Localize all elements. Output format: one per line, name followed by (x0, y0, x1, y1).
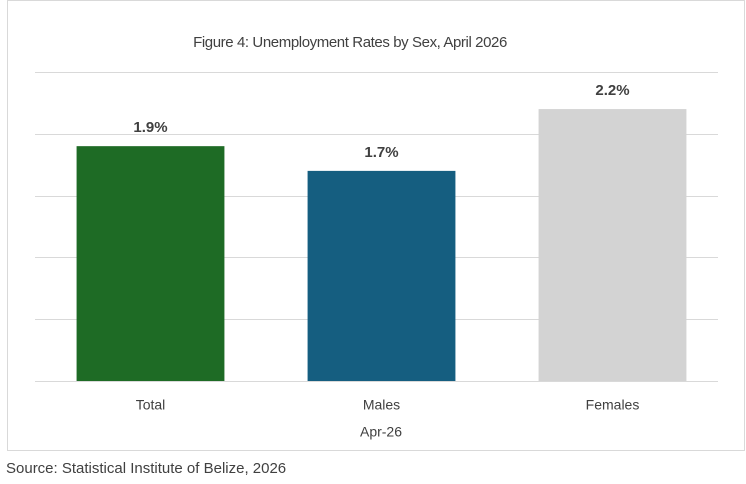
data-label: 1.9% (133, 119, 167, 136)
x-tick-label: Males (363, 397, 400, 413)
x-axis-label: Apr-26 (360, 424, 402, 440)
source-note: Source: Statistical Institute of Belize,… (6, 460, 286, 477)
x-tick-label: Total (136, 397, 166, 413)
bar (538, 109, 687, 381)
chart-title: Figure 4: Unemployment Rates by Sex, Apr… (193, 34, 507, 51)
x-tick-label: Females (586, 397, 640, 413)
bar (307, 170, 456, 381)
data-label: 1.7% (364, 144, 398, 161)
bar (76, 146, 225, 381)
data-label: 2.2% (595, 82, 629, 99)
